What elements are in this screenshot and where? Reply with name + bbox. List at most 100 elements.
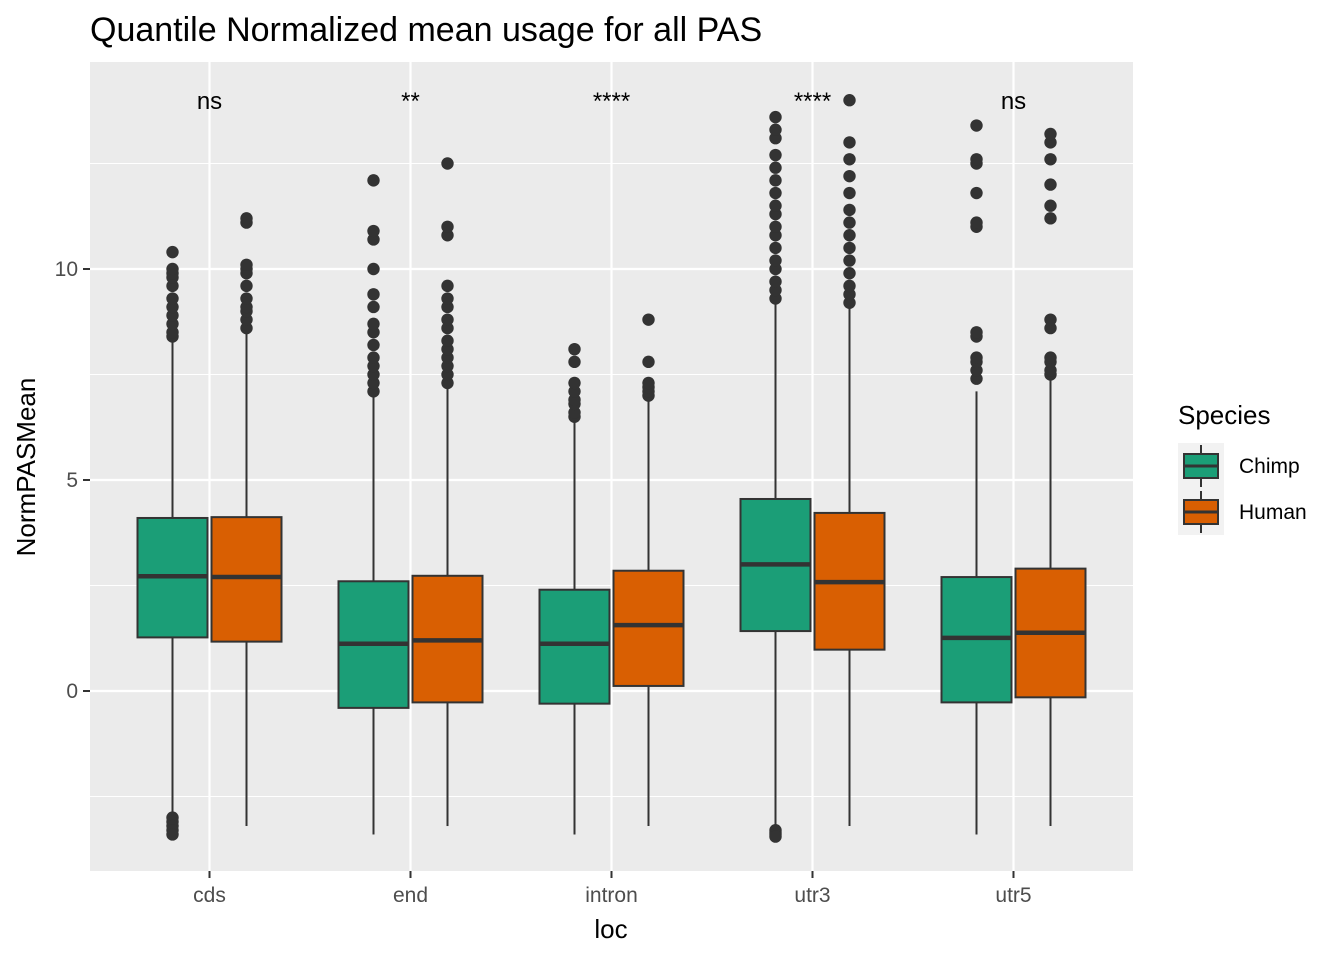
outlier-point: [970, 326, 983, 339]
outlier-point: [166, 245, 179, 259]
box-human-utr3: [813, 94, 886, 827]
outlier-point: [166, 262, 179, 276]
box-chimp-intron: [538, 342, 611, 835]
outlier-point: [367, 288, 380, 301]
box-series-group: [136, 94, 1087, 843]
outlier-point: [970, 351, 983, 364]
outlier-point: [441, 313, 454, 326]
outlier-point: [843, 229, 856, 242]
outlier-point: [769, 199, 782, 212]
outlier-point: [769, 220, 782, 233]
box-human-intron: [612, 313, 685, 827]
y-tick-label: 0: [66, 680, 78, 703]
outlier-point: [769, 186, 782, 200]
significance-label: ****: [593, 88, 630, 115]
outlier-point: [970, 216, 983, 229]
significance-annotations: ns ** **** **** ns: [197, 88, 1026, 115]
outlier-point: [441, 292, 454, 305]
box-human-cds: [210, 212, 283, 827]
outlier-point: [843, 279, 856, 293]
outlier-point: [970, 119, 983, 132]
outlier-point: [843, 203, 856, 217]
significance-label: ns: [197, 88, 222, 115]
outlier-point: [970, 186, 983, 200]
outlier-point: [769, 830, 782, 843]
grid-lines: [90, 62, 1133, 871]
outlier-point: [642, 376, 655, 390]
outlier-point: [843, 254, 856, 267]
significance-label: ****: [794, 88, 831, 115]
x-tick-label: utr5: [995, 884, 1031, 907]
legend-label: Chimp: [1239, 455, 1300, 478]
outlier-point: [843, 241, 856, 255]
outlier-point: [568, 376, 581, 390]
outlier-point: [843, 136, 856, 149]
x-axis: cds end intron utr3 utr5: [193, 871, 1032, 907]
outlier-point: [843, 153, 856, 166]
outlier-point: [843, 94, 856, 107]
box-iqr: [210, 516, 283, 643]
outlier-point: [642, 355, 655, 369]
outlier-point: [769, 123, 782, 136]
outlier-point: [568, 342, 581, 356]
outlier-point: [240, 292, 253, 305]
outlier-point: [843, 267, 856, 280]
legend-title: Species: [1178, 400, 1271, 430]
outlier-point: [240, 212, 253, 225]
x-tick-label: utr3: [794, 884, 830, 907]
outlier-point: [1044, 351, 1057, 364]
outlier-point: [769, 110, 782, 124]
outlier-point: [367, 317, 380, 331]
x-tick-label: end: [393, 884, 428, 907]
box-chimp-utr5: [940, 119, 1013, 835]
outlier-point: [642, 313, 655, 326]
outlier-point: [441, 279, 454, 293]
outlier-point: [367, 262, 380, 276]
outlier-point: [441, 220, 454, 233]
x-axis-title: loc: [594, 914, 627, 944]
outlier-point: [769, 275, 782, 288]
outlier-point: [769, 241, 782, 255]
outlier-point: [441, 157, 454, 170]
outlier-point: [1044, 199, 1057, 212]
legend: Species Chimp Human: [1178, 400, 1307, 535]
outlier-point: [166, 828, 179, 841]
legend-item-human: Human: [1178, 489, 1307, 535]
outlier-point: [843, 216, 856, 229]
outlier-point: [367, 351, 380, 364]
outlier-point: [1044, 127, 1057, 141]
outlier-point: [769, 148, 782, 162]
chart-title: Quantile Normalized mean usage for all P…: [90, 11, 762, 49]
y-tick-label: 10: [55, 258, 78, 281]
outlier-point: [769, 174, 782, 187]
outlier-point: [441, 334, 454, 347]
y-tick-label: 5: [66, 469, 78, 492]
legend-item-chimp: Chimp: [1178, 443, 1300, 489]
box-human-end: [411, 157, 484, 827]
outlier-point: [568, 355, 581, 369]
outlier-point: [970, 153, 983, 166]
y-axis: 0 5 10: [55, 258, 90, 703]
box-human-utr5: [1014, 127, 1087, 827]
outlier-point: [843, 186, 856, 200]
outlier-point: [1044, 313, 1057, 326]
outlier-point: [367, 300, 380, 314]
outlier-point: [769, 161, 782, 174]
legend-label: Human: [1239, 501, 1307, 524]
outlier-point: [1044, 212, 1057, 225]
box-chimp-end: [337, 174, 410, 835]
box-chimp-cds: [136, 245, 209, 841]
box-iqr: [612, 569, 685, 687]
outlier-point: [769, 254, 782, 267]
significance-label: **: [401, 88, 420, 115]
y-axis-title: NormPASMean: [11, 378, 41, 557]
box-iqr: [538, 588, 611, 705]
x-tick-label: intron: [585, 884, 638, 907]
x-tick-label: cds: [193, 884, 226, 907]
outlier-point: [843, 169, 856, 183]
box-chimp-utr3: [739, 110, 812, 843]
outlier-point: [367, 338, 380, 352]
outlier-point: [367, 224, 380, 238]
outlier-point: [166, 292, 179, 305]
